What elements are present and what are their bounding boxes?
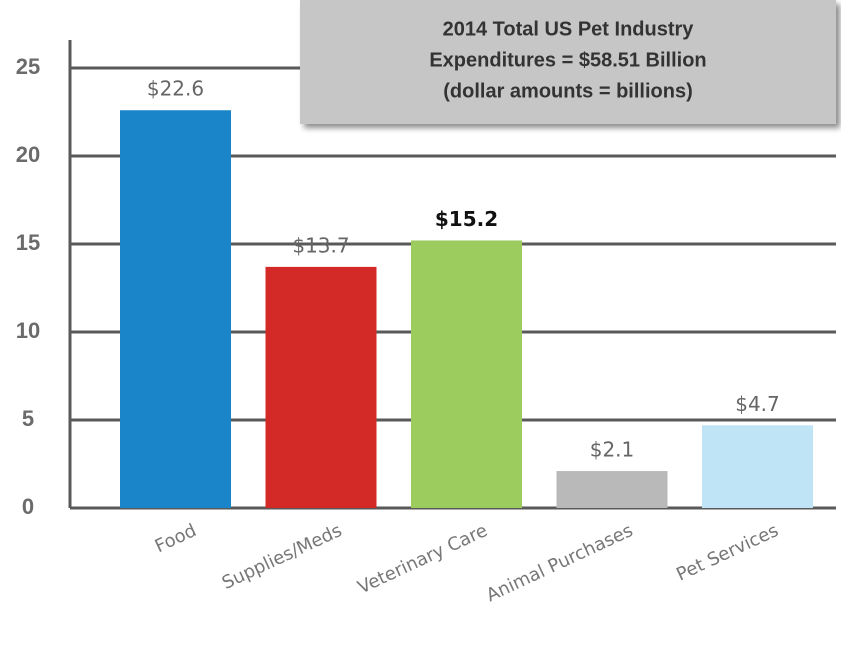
value-label: $13.7 (292, 233, 349, 257)
bar (702, 425, 813, 508)
bar (265, 266, 377, 508)
y-tick-label: 25 (16, 54, 40, 79)
annotation-line: Expenditures = $58.51 Billion (429, 49, 706, 71)
annotation-line: (dollar amounts = billions) (443, 80, 692, 102)
value-label: $15.2 (435, 207, 498, 231)
y-tick-label: 20 (16, 142, 40, 167)
x-tick-label: Veterinary Care (355, 520, 491, 598)
value-label: $4.7 (735, 392, 780, 416)
annotation-box (300, 0, 836, 124)
y-tick-label: 0 (22, 494, 34, 519)
y-tick-label: 15 (16, 230, 40, 255)
bar (556, 471, 668, 508)
bar (411, 240, 522, 509)
y-tick-label: 5 (22, 406, 34, 431)
x-tick-label: Food (152, 520, 200, 557)
value-label: $2.1 (590, 438, 635, 462)
y-tick-label: 10 (16, 318, 40, 343)
x-tick-label: Supplies/Meds (219, 520, 345, 594)
annotation-line: 2014 Total US Pet Industry (443, 18, 695, 40)
value-label: $22.6 (147, 77, 204, 101)
x-tick-label: Pet Services (673, 520, 782, 586)
bar (120, 110, 231, 509)
x-tick-label: Animal Purchases (483, 520, 636, 606)
